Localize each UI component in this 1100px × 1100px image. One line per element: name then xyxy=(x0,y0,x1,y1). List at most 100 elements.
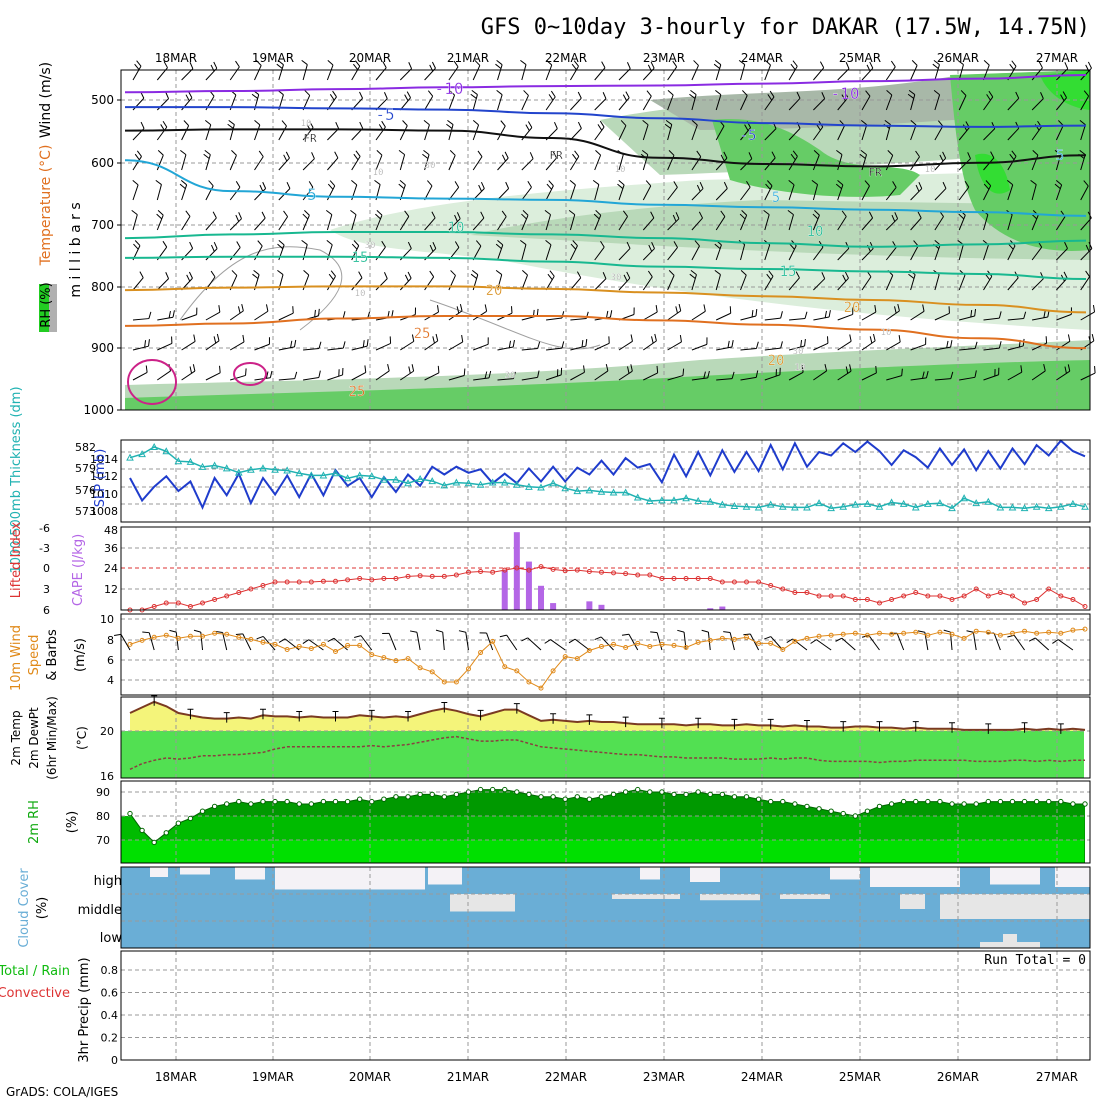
wind-barb xyxy=(910,377,927,381)
wind-barb xyxy=(181,68,194,81)
wind-barb xyxy=(181,154,187,171)
wind-barb-flag xyxy=(286,181,291,189)
wind-barb-flag xyxy=(383,272,388,279)
isotherm-FR xyxy=(124,128,1087,168)
cape-bar xyxy=(598,604,605,610)
wind10m-point xyxy=(369,652,375,658)
wind-barb-flag xyxy=(252,273,259,279)
wind-barb-flag xyxy=(301,59,308,65)
wind-barb-flag xyxy=(917,211,922,219)
wind-barb-flag xyxy=(550,90,556,98)
wind-barb-flag xyxy=(910,119,917,126)
rh2m-point xyxy=(780,798,786,805)
wind10m-point xyxy=(659,641,665,647)
wind-barb xyxy=(594,370,609,381)
wind-barb-flag xyxy=(985,273,991,281)
wind-barb xyxy=(545,275,555,291)
li-point xyxy=(1022,600,1028,606)
pressure-tick: 600 xyxy=(91,156,114,170)
thickness-point xyxy=(670,496,678,504)
cloud-high-clear xyxy=(180,867,210,875)
wind-barb-flag xyxy=(537,341,541,349)
wind10m-point xyxy=(248,636,254,642)
wind-barb-flag xyxy=(1079,149,1086,156)
thickness-point xyxy=(537,483,545,491)
wind-barb-flag xyxy=(148,311,152,319)
wind-barb-flag xyxy=(966,630,974,633)
wind-barb xyxy=(667,247,678,261)
rh2m-point xyxy=(562,796,568,802)
wind-barb-flag xyxy=(873,333,876,341)
wind-barb xyxy=(521,186,532,201)
wind-barb-flag xyxy=(254,119,261,126)
wind-barb-flag xyxy=(548,94,554,101)
wind-barb xyxy=(424,124,430,141)
rh2m-point xyxy=(187,815,194,822)
li-point xyxy=(441,573,447,579)
wind-barb xyxy=(861,340,876,351)
li-point xyxy=(538,564,544,570)
wind-barb xyxy=(691,94,697,111)
wind-barb xyxy=(360,635,373,651)
wind-barb-flag xyxy=(690,89,697,95)
wind-barb-flag xyxy=(595,210,602,216)
cloud-row-label: low xyxy=(100,931,123,946)
wind-barb-flag xyxy=(675,306,678,314)
wind-barb xyxy=(278,64,284,81)
wind-barb-flag xyxy=(387,364,390,372)
thickness-point xyxy=(150,442,159,450)
date-label-top: 18MAR xyxy=(155,51,197,65)
thickness-point xyxy=(222,464,231,472)
wind-barb xyxy=(497,378,514,381)
wind-barb-flag xyxy=(651,241,655,249)
wind-barb xyxy=(656,632,663,651)
wind-barb-flag xyxy=(599,120,605,128)
wind-barb-flag xyxy=(626,62,631,69)
contour-label: 10 xyxy=(807,224,824,240)
wind-barb xyxy=(715,125,725,141)
wind-barb-flag xyxy=(488,370,492,378)
wind-barb-flag xyxy=(630,334,633,342)
wind-barb xyxy=(132,214,138,231)
rh-shading xyxy=(975,153,1010,194)
wind-barb xyxy=(448,375,465,381)
ylabel-wind10m-d: (m/s) xyxy=(73,638,88,672)
wind-barb-flag xyxy=(189,62,194,69)
rh2m-fill-light xyxy=(121,840,1084,863)
wind-barb xyxy=(837,340,852,351)
wind-barb xyxy=(448,94,456,111)
wind-barb xyxy=(521,64,527,81)
wind-barb xyxy=(910,65,918,81)
precip-tick: 0.6 xyxy=(101,987,119,1000)
wind-barb xyxy=(545,244,552,261)
li-tick: -6 xyxy=(39,522,50,535)
wind-barb-flag xyxy=(179,183,186,189)
wind-barb-flag xyxy=(144,340,147,348)
wind-barb xyxy=(934,64,940,81)
wind-barb-flag xyxy=(821,92,826,99)
thickness-point xyxy=(1020,504,1029,512)
ylabel-cape: CAPE (J/kg) xyxy=(71,534,86,606)
wind-barb xyxy=(1080,311,1095,321)
wind-barb xyxy=(156,278,169,291)
contour-label: 15 xyxy=(780,264,797,280)
wind-barb-flag xyxy=(790,153,796,161)
thickness-point xyxy=(488,478,497,486)
wind-barb-flag xyxy=(714,243,721,250)
li-point xyxy=(647,572,653,578)
thickness-point xyxy=(295,469,304,477)
wind-barb-flag xyxy=(707,370,710,378)
rh2m-point xyxy=(127,810,133,817)
thickness-point xyxy=(367,472,376,480)
wind-barb-flag xyxy=(134,63,140,70)
li-line xyxy=(130,566,1086,611)
wind10m-point xyxy=(647,643,653,649)
wind-barb xyxy=(691,245,700,261)
wind-barb-flag xyxy=(404,94,409,102)
wind-barb-flag xyxy=(399,179,406,186)
wind-barb xyxy=(181,341,196,351)
cloud-high-clear xyxy=(150,867,168,877)
ylabel-temp-c: (6hr Min/Max) xyxy=(45,696,59,780)
li-point xyxy=(224,593,230,599)
